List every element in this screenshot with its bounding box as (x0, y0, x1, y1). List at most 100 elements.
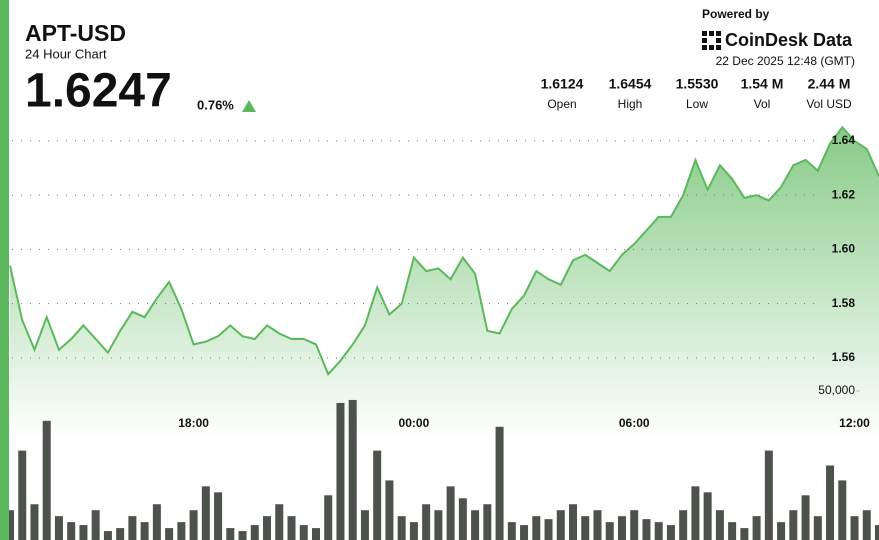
x-tick-label: 18:00 (178, 416, 209, 430)
volume-bar (385, 480, 394, 540)
volume-bar (752, 516, 761, 540)
volume-bar (91, 510, 100, 540)
volume-bar (544, 519, 553, 540)
volume-bar (103, 531, 112, 540)
volume-bar (238, 531, 247, 540)
volume-bar (617, 516, 626, 540)
volume-bar (715, 510, 724, 540)
volume-bar (250, 525, 259, 540)
volume-bar (801, 495, 810, 540)
volume-bar (826, 465, 835, 540)
stat-label: Low (686, 97, 708, 111)
stat-value: 1.5530 (676, 76, 719, 92)
volume-bar (214, 492, 223, 540)
accent-stripe (0, 0, 9, 540)
volume-bar (654, 522, 663, 540)
volume-bar (30, 504, 39, 540)
volume-bar (422, 504, 431, 540)
volume-bar (263, 516, 272, 540)
date: 22 Dec 2025 12:48 (GMT) (716, 54, 855, 68)
area-fill (10, 127, 879, 540)
volume-bar (507, 522, 516, 540)
volume-bar (532, 516, 541, 540)
volume-bar (177, 522, 186, 540)
plot: 1.56 1.58 1.60 1.62 1.64 50,000 18:00 00:00 06:0… (6, 125, 879, 540)
volume-bar (152, 504, 161, 540)
y-tick-label: 1.62 (832, 187, 856, 201)
y-tick-label: 1.58 (832, 296, 856, 310)
brand: CoinDesk Data (725, 30, 853, 50)
volume-bar (862, 510, 871, 540)
volume-bar (42, 420, 51, 540)
volume-bar (703, 492, 712, 540)
volume-bar (875, 525, 879, 540)
y-tick-label: 1.60 (832, 242, 856, 256)
volume-bar (116, 528, 125, 540)
x-tick-label: 00:00 (399, 416, 430, 430)
stat-label: High (618, 97, 643, 111)
volume-bar (165, 528, 174, 540)
volume-bar (434, 510, 443, 540)
subtitle: 24 Hour Chart (25, 46, 107, 61)
volume-bar (201, 486, 210, 540)
volume-bar (226, 528, 235, 540)
volume-bar (483, 504, 492, 540)
volume-bar (6, 510, 14, 540)
stat-value: 1.6454 (609, 76, 652, 92)
volume-bar (520, 525, 529, 540)
powered-by: Powered by (702, 7, 770, 21)
stat-label: Open (547, 97, 576, 111)
logo-icon (702, 31, 721, 50)
volume-bar (581, 516, 590, 540)
volume-bar (556, 510, 565, 540)
y-tick-label: 1.56 (832, 350, 856, 364)
volume-bar (275, 504, 284, 540)
price-line (9, 125, 879, 377)
volume-bar (593, 510, 602, 540)
volume-bar (128, 516, 137, 540)
volume-bar (789, 510, 798, 540)
volume-bar (471, 510, 480, 540)
volume-bar (728, 522, 737, 540)
stats: 1.6124 Open 1.6454 High 1.5530 Low 1.54 M Vol 2.… (541, 76, 852, 111)
volume-bar (740, 528, 749, 540)
volume-bar (764, 450, 773, 540)
volume-bar (605, 522, 614, 540)
volume-bar (287, 516, 296, 540)
volume-bar (67, 522, 76, 540)
stat-value: 2.44 M (808, 76, 851, 92)
volume-bar (360, 510, 369, 540)
title: APT-USD (25, 20, 126, 46)
stat-label: Vol USD (806, 97, 852, 111)
stat-label: Vol (754, 97, 771, 111)
volume-bar (189, 510, 198, 540)
volume-bar (446, 486, 455, 540)
volume-bar (630, 510, 639, 540)
y-tick-label: 1.64 (832, 133, 856, 147)
price: 1.6247 (25, 65, 172, 118)
volume-bar (299, 525, 308, 540)
change: 0.76% (197, 97, 234, 112)
volume-bar (458, 498, 467, 540)
x-tick-label: 06:00 (619, 416, 650, 430)
volume-bar (373, 450, 382, 540)
volume-bar (79, 525, 88, 540)
volume-bar (666, 525, 675, 540)
volume-bar (54, 516, 63, 540)
y2-tick-label: 50,000 (818, 383, 855, 397)
volume-bar (679, 510, 688, 540)
volume-bar (336, 402, 345, 540)
volume-bar (348, 399, 357, 540)
volume-bar (850, 516, 859, 540)
volume-bar (569, 504, 578, 540)
stat-value: 1.6124 (541, 76, 584, 92)
volume-bar (140, 522, 149, 540)
volume-bar (777, 522, 786, 540)
stat-value: 1.54 M (741, 76, 784, 92)
volume-bar (18, 450, 27, 540)
volume-bar (642, 519, 651, 540)
volume-bar (409, 522, 418, 540)
up-arrow (242, 100, 256, 112)
x-tick-label: 12:00 (839, 416, 870, 430)
